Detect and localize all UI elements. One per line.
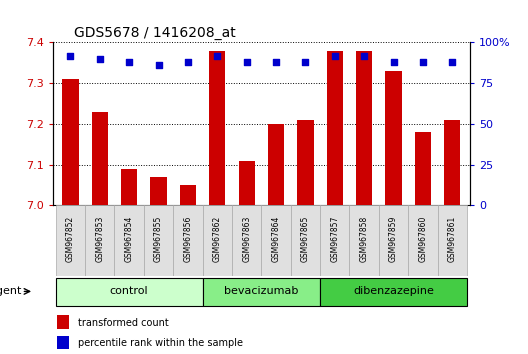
Bar — [356, 51, 372, 205]
Text: dibenzazepine: dibenzazepine — [353, 286, 434, 296]
Bar — [320, 278, 467, 306]
Bar — [239, 161, 254, 205]
Text: GSM967852: GSM967852 — [66, 216, 75, 262]
Bar — [56, 278, 203, 306]
Bar — [56, 205, 85, 276]
Point — [213, 53, 222, 58]
Text: GSM967864: GSM967864 — [271, 216, 280, 262]
Bar — [291, 205, 320, 276]
Bar — [144, 205, 173, 276]
Point — [66, 53, 74, 58]
Text: GSM967861: GSM967861 — [448, 216, 457, 262]
Bar — [320, 205, 350, 276]
Text: GSM967857: GSM967857 — [331, 216, 340, 262]
Text: agent: agent — [0, 286, 22, 296]
Text: GSM967860: GSM967860 — [418, 216, 428, 262]
Point — [301, 59, 309, 65]
Bar — [408, 205, 438, 276]
Point — [448, 59, 457, 65]
Bar — [173, 205, 203, 276]
Text: GSM967853: GSM967853 — [95, 216, 105, 262]
Point — [419, 59, 427, 65]
Bar — [385, 71, 402, 205]
Text: GSM967854: GSM967854 — [125, 216, 134, 262]
Bar — [297, 120, 314, 205]
Bar — [62, 79, 79, 205]
Text: GSM967859: GSM967859 — [389, 216, 398, 262]
Bar — [209, 51, 225, 205]
Text: GSM967863: GSM967863 — [242, 216, 251, 262]
Bar — [150, 177, 167, 205]
Point — [272, 59, 280, 65]
Point — [184, 59, 192, 65]
Text: percentile rank within the sample: percentile rank within the sample — [78, 338, 243, 348]
Bar — [415, 132, 431, 205]
Bar — [203, 278, 320, 306]
Text: transformed count: transformed count — [78, 318, 168, 328]
Text: GSM967856: GSM967856 — [183, 216, 192, 262]
Bar — [85, 205, 115, 276]
Text: GSM967858: GSM967858 — [360, 216, 369, 262]
Text: control: control — [110, 286, 148, 296]
Bar — [379, 205, 408, 276]
Bar — [327, 51, 343, 205]
Text: bevacizumab: bevacizumab — [224, 286, 298, 296]
Bar — [57, 315, 69, 329]
Bar — [261, 205, 291, 276]
Bar — [268, 124, 284, 205]
Bar — [444, 120, 460, 205]
Bar — [203, 205, 232, 276]
Point — [389, 59, 398, 65]
Point — [96, 56, 104, 62]
Bar — [92, 112, 108, 205]
Bar — [180, 185, 196, 205]
Bar — [350, 205, 379, 276]
Point — [331, 53, 339, 58]
Text: GSM967862: GSM967862 — [213, 216, 222, 262]
Text: GSM967865: GSM967865 — [301, 216, 310, 262]
Point — [242, 59, 251, 65]
Bar — [232, 205, 261, 276]
Bar — [438, 205, 467, 276]
Bar — [57, 336, 69, 349]
Point — [125, 59, 134, 65]
Bar — [121, 169, 137, 205]
Point — [360, 53, 369, 58]
Text: GDS5678 / 1416208_at: GDS5678 / 1416208_at — [74, 26, 235, 40]
Point — [154, 62, 163, 68]
Text: GSM967855: GSM967855 — [154, 216, 163, 262]
Bar — [115, 205, 144, 276]
